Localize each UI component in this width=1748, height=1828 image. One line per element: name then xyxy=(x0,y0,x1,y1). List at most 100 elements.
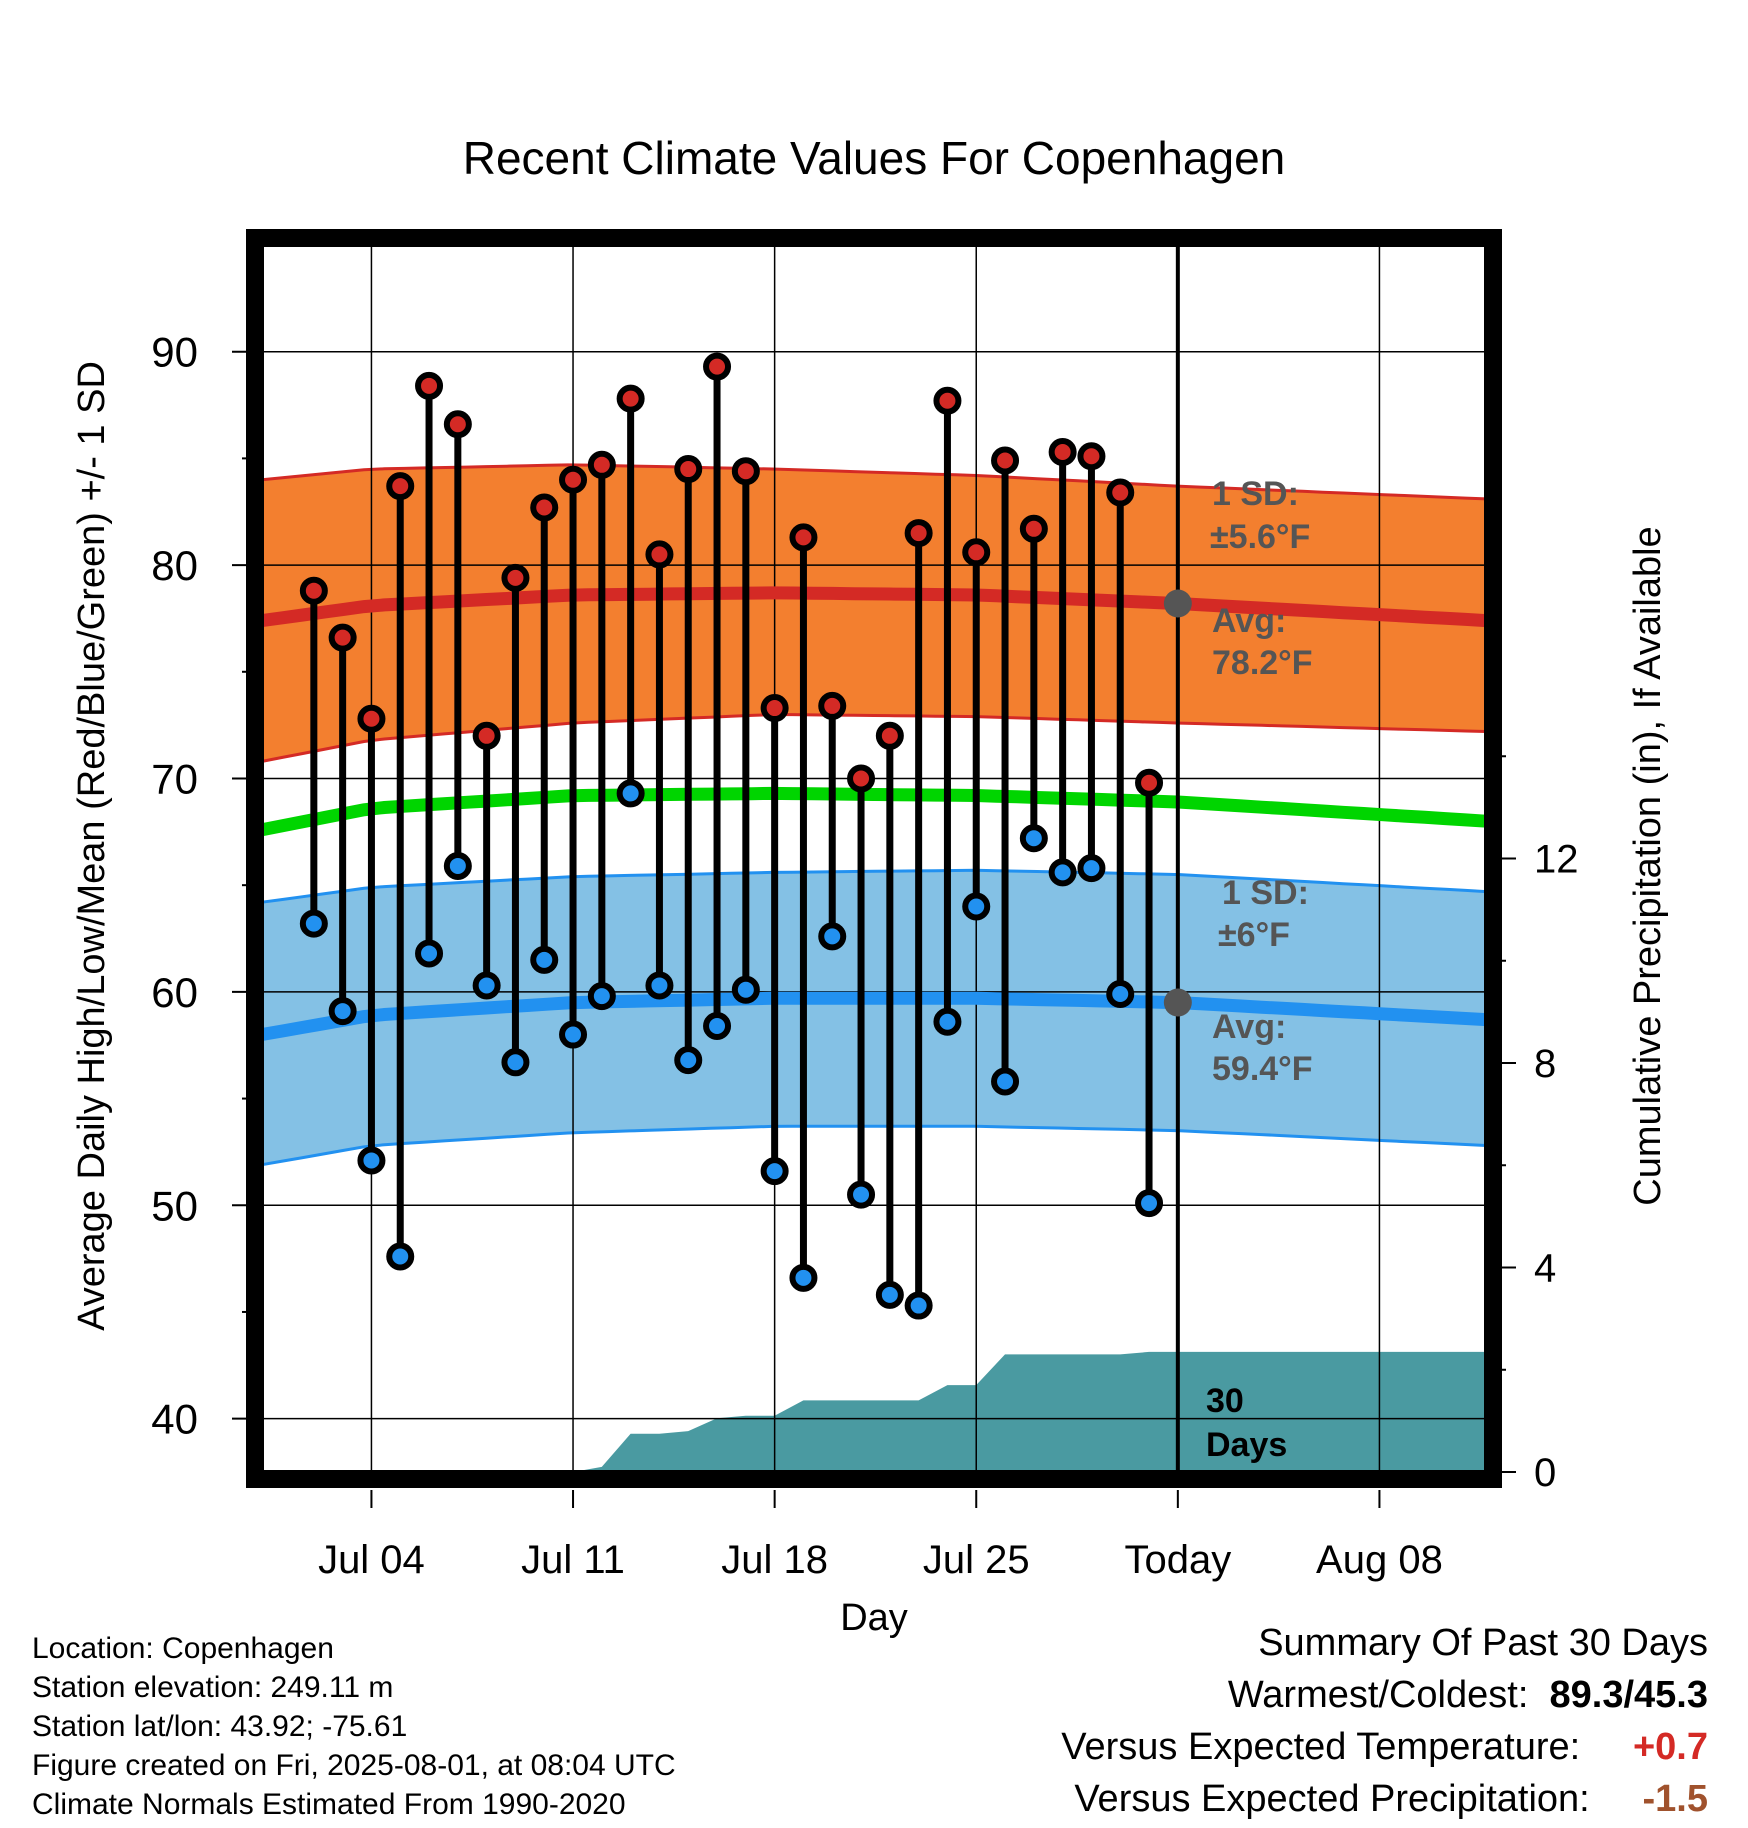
daily-low-point xyxy=(443,851,472,880)
x-tick-label: Jul 11 xyxy=(521,1538,625,1582)
daily-high-point xyxy=(357,704,386,733)
daily-low-point xyxy=(559,1020,588,1049)
x-tick-label: Aug 08 xyxy=(1316,1538,1443,1582)
precip-days-label: Days xyxy=(1206,1426,1287,1464)
summary-warmest-row: Warmest/Coldest: 89.3/45.3 xyxy=(1228,1674,1708,1717)
today-high-marker xyxy=(1163,589,1192,618)
daily-high-point xyxy=(616,384,645,413)
precip-days-number: 30 xyxy=(1206,1382,1244,1420)
y2-tick-label: 4 xyxy=(1534,1247,1556,1291)
daily-low-point xyxy=(875,1280,904,1309)
low-avg-line xyxy=(260,991,1487,1041)
summary-warmest-value: 89.3/45.3 xyxy=(1549,1674,1708,1716)
daily-high-point xyxy=(530,493,559,522)
y-tick-label: 60 xyxy=(151,969,198,1016)
daily-low-point xyxy=(530,945,559,974)
high-sd-label: 1 SD: xyxy=(1212,475,1299,513)
daily-low-point xyxy=(731,975,760,1004)
summary-warmest-label: Warmest/Coldest: xyxy=(1227,1674,1529,1716)
high-sd-band-upper-edge xyxy=(261,463,1487,501)
daily-low-point xyxy=(991,1067,1020,1096)
daily-low-point xyxy=(587,982,616,1011)
daily-high-point xyxy=(645,540,674,569)
x-tick-label: Today xyxy=(1124,1538,1231,1582)
high-sd-value: ±5.6°F xyxy=(1210,518,1310,556)
daily-low-point xyxy=(1019,824,1048,853)
low-avg-label: Avg: xyxy=(1212,1008,1286,1046)
daily-low-point xyxy=(1077,854,1106,883)
daily-low-point xyxy=(674,1046,703,1075)
daily-high-point xyxy=(962,538,991,567)
daily-high-point xyxy=(328,623,357,652)
daily-high-point xyxy=(1135,768,1164,797)
summary-precip-label: Versus Expected Precipitation: xyxy=(1074,1778,1590,1820)
low-sd-band-upper-edge xyxy=(261,868,1487,904)
daily-high-point xyxy=(1048,437,1077,466)
daily-high-point xyxy=(818,691,847,720)
daily-high-point xyxy=(299,576,328,605)
y-tick-label: 90 xyxy=(151,329,198,376)
daily-low-point xyxy=(357,1146,386,1175)
summary-temp-row: Versus Expected Temperature: +0.7 xyxy=(1061,1726,1708,1769)
daily-low-point xyxy=(962,892,991,921)
low-avg-value: 59.4°F xyxy=(1212,1050,1313,1088)
info-elevation: Station elevation: 249.11 m xyxy=(32,1671,394,1704)
daily-low-point xyxy=(501,1048,530,1077)
x-tick-label: Jul 04 xyxy=(318,1538,425,1582)
daily-high-point xyxy=(933,386,962,415)
daily-high-point xyxy=(1077,442,1106,471)
daily-high-point xyxy=(760,694,789,723)
daily-low-point xyxy=(847,1180,876,1209)
daily-low-point xyxy=(760,1157,789,1186)
today-low-marker xyxy=(1163,988,1192,1017)
low-sd-label: 1 SD: xyxy=(1222,874,1309,912)
daily-high-point xyxy=(386,472,415,501)
y2-tick-label: 12 xyxy=(1534,838,1579,882)
summary-temp-label: Versus Expected Temperature: xyxy=(1061,1726,1581,1768)
daily-low-point xyxy=(789,1263,818,1292)
daily-low-point xyxy=(703,1012,732,1041)
summary-precip-value: -1.5 xyxy=(1642,1778,1708,1820)
info-latlon: Station lat/lon: 43.92; -75.61 xyxy=(32,1710,408,1743)
daily-low-point xyxy=(933,1007,962,1036)
y-axis-label: Average Daily High/Low/Mean (Red/Blue/Gr… xyxy=(71,361,113,1331)
summary-precip-row: Versus Expected Precipitation: -1.5 xyxy=(1074,1778,1708,1821)
daily-high-point xyxy=(703,352,732,381)
daily-high-point xyxy=(472,721,501,750)
y-tick-label: 80 xyxy=(151,542,198,589)
daily-high-point xyxy=(904,519,933,548)
x-tick-label: Jul 25 xyxy=(923,1538,1030,1582)
info-normals: Climate Normals Estimated From 1990-2020 xyxy=(32,1788,626,1821)
daily-high-point xyxy=(789,523,818,552)
x-tick-label: Jul 18 xyxy=(721,1538,828,1582)
summary-temp-value: +0.7 xyxy=(1632,1726,1708,1768)
daily-high-point xyxy=(415,371,444,400)
daily-high-point xyxy=(674,455,703,484)
daily-high-point xyxy=(1019,514,1048,543)
daily-high-point xyxy=(847,764,876,793)
plot-area: 1 SD: ±5.6°F Avg: 78.2°F 1 SD: ±6°F Avg: 59.4°F… xyxy=(151,229,1579,1582)
daily-low-point xyxy=(818,922,847,951)
x-axis-label: Day xyxy=(840,1597,908,1639)
high-avg-label: Avg: xyxy=(1212,602,1286,640)
daily-low-point xyxy=(1135,1189,1164,1218)
daily-low-point xyxy=(645,971,674,1000)
daily-low-point xyxy=(904,1291,933,1320)
low-sd-band xyxy=(262,870,1486,1165)
low-sd-band-lower-edge xyxy=(261,1124,1487,1167)
y2-axis-label: Cumulative Precipitation (in), If Availa… xyxy=(1627,526,1669,1205)
daily-high-point xyxy=(1106,478,1135,507)
info-location: Location: Copenhagen xyxy=(32,1632,334,1665)
daily-high-point xyxy=(991,446,1020,475)
daily-low-point xyxy=(328,997,357,1026)
low-sd-value: ±6°F xyxy=(1218,916,1290,954)
daily-high-point xyxy=(443,410,472,439)
chart-title: Recent Climate Values For Copenhagen xyxy=(463,132,1286,184)
daily-high-point xyxy=(501,563,530,592)
daily-high-point xyxy=(559,465,588,494)
y-tick-label: 50 xyxy=(151,1182,198,1229)
high-avg-value: 78.2°F xyxy=(1212,644,1313,682)
plot-frame xyxy=(246,229,1502,1488)
summary-title: Summary Of Past 30 Days xyxy=(1258,1622,1708,1664)
